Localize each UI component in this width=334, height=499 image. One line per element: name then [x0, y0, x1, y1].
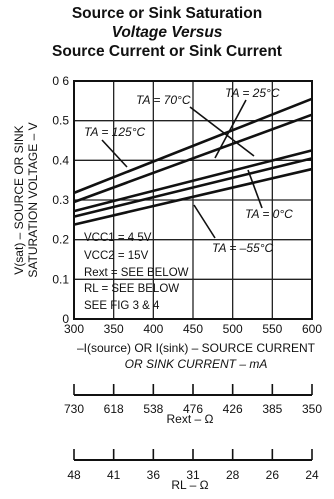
rl-tick-label-0: 48: [67, 468, 81, 482]
rext-tick-label-3: 476: [183, 402, 203, 416]
y-tick-label-3: 0.3: [52, 193, 69, 207]
leader-0: [247, 169, 263, 209]
cond-fig: SEE FIG 3 & 4: [84, 300, 160, 312]
rext-tick-label-1: 618: [104, 402, 124, 416]
rl-tick-label-2: 36: [147, 468, 161, 482]
y-axis-label-line-1-text: V(sat) – SOURCE OR SINK: [12, 125, 26, 274]
conditions-block: VCC1 = 4 5V VCC2 = 15V Rext = SEE BELOW …: [84, 232, 189, 312]
label-ta-0: TA = 0°C: [245, 207, 293, 221]
label-ta-70: TA = 70°C: [136, 93, 191, 107]
x-tick-label-3: 450: [183, 322, 203, 336]
label-ta-25: TA = 25°C: [225, 86, 280, 100]
leader-lines: [101, 99, 263, 239]
y-axis-label-line-2: SATURATION VOLTAGE – V: [26, 122, 40, 277]
rext-scale-label: Rext – Ω: [167, 412, 214, 426]
rl-scale: 48 41 36 31 28 26 24 RL – Ω: [67, 449, 319, 492]
series-line-3: [73, 157, 313, 218]
x-tick-label-1: 350: [104, 322, 124, 336]
chart-title-line-1: Source or Sink Saturation: [71, 5, 263, 22]
rl-tick-label-3: 31: [186, 468, 200, 482]
cond-vcc2: VCC2 = 15V: [84, 250, 149, 262]
rl-tick-label-4: 28: [226, 468, 240, 482]
rl-scale-label: RL – Ω: [171, 478, 208, 492]
leader-125: [101, 139, 128, 168]
cond-rl: RL = SEE BELOW: [84, 283, 179, 295]
y-tick-label-2: 0.2: [52, 233, 69, 247]
plot-frame: [73, 80, 313, 320]
rext-tick-label-2: 538: [143, 402, 163, 416]
series-line-2: [73, 149, 313, 213]
y-tick-label-4: 0.4: [52, 153, 69, 167]
chart-title-line-3: Source Current or Sink Current: [52, 43, 282, 60]
rl-tick-label-5: 26: [266, 468, 280, 482]
leader-70: [189, 106, 255, 157]
label-ta-125: TA = 125°C: [84, 125, 145, 139]
rext-scale: 730 618 538 476 426 385 350 Rext – Ω: [64, 384, 322, 426]
chart-title-line-2: Voltage Versus: [111, 24, 223, 41]
x-tick-label-5: 550: [262, 322, 282, 336]
x-axis-label-line-2: OR SINK CURRENT – mA: [125, 357, 268, 371]
rext-tick-label-0: 730: [64, 402, 84, 416]
rl-scale-ticks: [73, 449, 313, 461]
y-axis-label-line-1: V(sat) – SOURCE OR SINK: [12, 125, 26, 274]
cond-rext: Rext = SEE BELOW: [84, 267, 189, 279]
y-axis-label-line-2-text: SATURATION VOLTAGE – V: [26, 122, 40, 277]
y-tick-label-5: 0.5: [52, 114, 69, 128]
label-ta-m55: TA = –55°C: [212, 241, 273, 255]
rl-tick-label-6: 24: [305, 468, 319, 482]
series-lines: [73, 97, 313, 226]
x-tick-label-2: 400: [143, 322, 163, 336]
x-tick-label-4: 500: [223, 322, 243, 336]
x-axis-label-line-1: –I(source) OR I(sink) – SOURCE CURRENT: [77, 341, 316, 355]
chart-title: Source or Sink Saturation Voltage Versus…: [0, 4, 334, 61]
y-tick-label-1: 0.1: [52, 272, 69, 286]
rext-tick-label-6: 350: [302, 402, 322, 416]
series-line-4: [73, 167, 313, 226]
series-line-1: [73, 113, 313, 204]
rext-scale-ticks: [73, 384, 313, 396]
y-tick-label-0: 0: [62, 312, 69, 326]
y-tick-label-6: 0 6: [52, 74, 69, 88]
x-tick-label-0: 300: [64, 322, 84, 336]
rext-scale-labels: 730 618 538 476 426 385 350: [64, 402, 322, 416]
cond-vcc1: VCC1 = 4 5V: [84, 232, 152, 244]
rext-tick-label-4: 426: [223, 402, 243, 416]
y-axis-label: V(sat) – SOURCE OR SINK SATURATION VOLTA…: [12, 122, 40, 277]
rl-scale-labels: 48 41 36 31 28 26 24: [67, 468, 319, 482]
leader-m55: [193, 204, 216, 239]
leader-25: [214, 99, 247, 159]
rl-tick-label-1: 41: [107, 468, 121, 482]
series-line-0: [73, 97, 313, 195]
rext-tick-label-5: 385: [262, 402, 282, 416]
x-tick-labels: 300 350 400 450 500 550 600: [64, 322, 322, 336]
y-tick-labels: 0 0.1 0.2 0.3 0.4 0.5 0 6: [52, 74, 69, 326]
x-tick-label-6: 600: [302, 322, 322, 336]
